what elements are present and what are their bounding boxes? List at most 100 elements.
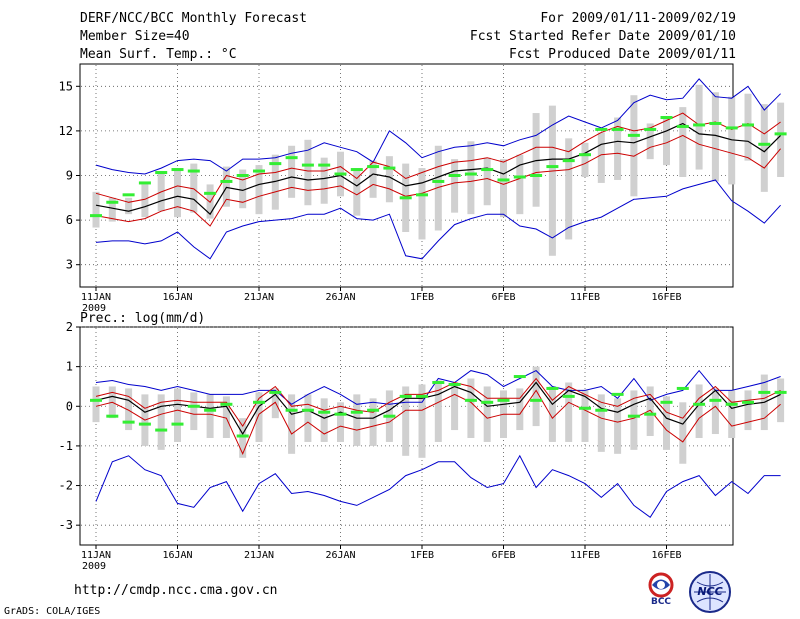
temp-member-mark (155, 171, 168, 175)
prec-ytick-label: -3 (59, 518, 73, 532)
prec-member-mark (513, 375, 526, 379)
prec-box (337, 402, 344, 442)
temp-member-mark (399, 196, 412, 200)
prec-ytick-label: -1 (59, 439, 73, 453)
prec-xtick-label: 16JAN (162, 550, 192, 561)
temp-box (630, 95, 638, 197)
prec-member-mark (301, 408, 314, 412)
temp-box (581, 142, 589, 177)
prec-member-mark (725, 402, 738, 406)
temp-box (744, 93, 752, 161)
temp-box (728, 96, 736, 185)
prec-member-mark (187, 404, 200, 408)
prec-member-mark (546, 386, 559, 390)
prec-ytick-label: 2 (66, 320, 73, 334)
temp-member-mark (513, 175, 526, 179)
temp-box (174, 168, 181, 218)
prec-box (157, 394, 165, 450)
temp-box (288, 145, 296, 198)
prec-member-mark (742, 400, 754, 404)
temp-member-mark (106, 200, 119, 204)
prec-box (222, 396, 230, 438)
temp-member-mark (253, 169, 265, 173)
temp-member-mark (530, 174, 543, 177)
temp-box (125, 197, 133, 215)
temp-member-mark (579, 153, 591, 157)
prec-box (516, 388, 524, 431)
prec-member-mark (627, 414, 640, 418)
prec-box (434, 380, 442, 442)
prec-member-mark (562, 394, 575, 398)
produced-date: Fcst Produced Date 2009/01/11 (509, 47, 736, 62)
prec-member-mark (236, 434, 249, 438)
temp-ytick-label: 9 (66, 169, 73, 183)
prec-member-mark (579, 406, 591, 410)
temp-member-mark (334, 172, 347, 176)
temp-member-mark (595, 127, 608, 131)
temp-member-mark (416, 193, 428, 197)
prec-box (581, 390, 589, 442)
prec-member-mark (709, 398, 722, 402)
chart-title: DERF/NCC/BCC Monthly Forecast (80, 11, 307, 26)
footer-url[interactable]: http://cmdp.ncc.cma.gov.cn (74, 583, 278, 598)
temp-box (467, 141, 475, 215)
prec-box (565, 382, 573, 442)
prec-member-mark (285, 408, 298, 412)
temp-xtick-label: 11JAN (81, 292, 111, 303)
temp-box (451, 159, 459, 213)
temp-box (760, 104, 768, 192)
temp-box (532, 113, 540, 207)
prec-box (239, 418, 247, 458)
prec-box (304, 394, 312, 442)
temp-member-mark (742, 123, 754, 127)
prec-member-mark (693, 402, 706, 406)
temp-member-mark (464, 172, 477, 176)
temp-box (141, 184, 149, 218)
temp-ytick-label: 12 (59, 124, 73, 138)
temp-member-mark (350, 168, 363, 172)
temp-box (418, 168, 426, 240)
temp-member-mark (171, 168, 184, 172)
prec-xtick-label: 26JAN (325, 550, 355, 561)
temp-xtick-label: 11FEB (570, 292, 600, 303)
prec-box (614, 398, 622, 454)
member-size-label: Member Size=40 (80, 29, 190, 44)
prec-member-mark (253, 400, 265, 404)
prec-box (418, 384, 426, 458)
prec-mean-line (95, 381, 781, 436)
prec-box (679, 402, 687, 464)
temp-box (548, 105, 556, 256)
prec-member-mark (367, 408, 380, 412)
temp-plus-sd-line (95, 112, 781, 204)
temp-member-mark (204, 191, 217, 195)
temp-member-mark (383, 166, 396, 170)
prec-member-mark (220, 402, 233, 406)
temp-box (320, 157, 328, 204)
temp-member-mark (497, 178, 510, 182)
prec-box (125, 388, 133, 431)
temp-member-mark (774, 132, 787, 136)
prec-member-mark (595, 408, 608, 412)
prec-member-mark (138, 422, 151, 426)
prec-member-mark (497, 398, 510, 402)
temp-member-mark (644, 127, 657, 131)
temp-box (353, 168, 361, 216)
temp-box (239, 169, 247, 209)
temp-min-line (95, 179, 781, 260)
prec-box (777, 378, 785, 423)
prec-box (206, 394, 214, 438)
temp-member-mark (725, 126, 738, 130)
temp-box (695, 84, 703, 170)
prec-xtick-label: 1FEB (410, 550, 434, 561)
temp-box (483, 157, 491, 206)
temp-box (646, 123, 654, 160)
temp-xtick-label: 16JAN (162, 292, 192, 303)
temp-member-mark (481, 168, 494, 172)
prec-member-mark (611, 392, 624, 396)
prec-xtick-label: 21JAN (244, 550, 274, 561)
prec-plus-sd-line (95, 377, 781, 428)
prec-box (353, 394, 361, 446)
temp-member-mark (285, 156, 298, 160)
prec-xtick-label: 16FEB (651, 550, 681, 561)
temp-box (92, 191, 100, 228)
